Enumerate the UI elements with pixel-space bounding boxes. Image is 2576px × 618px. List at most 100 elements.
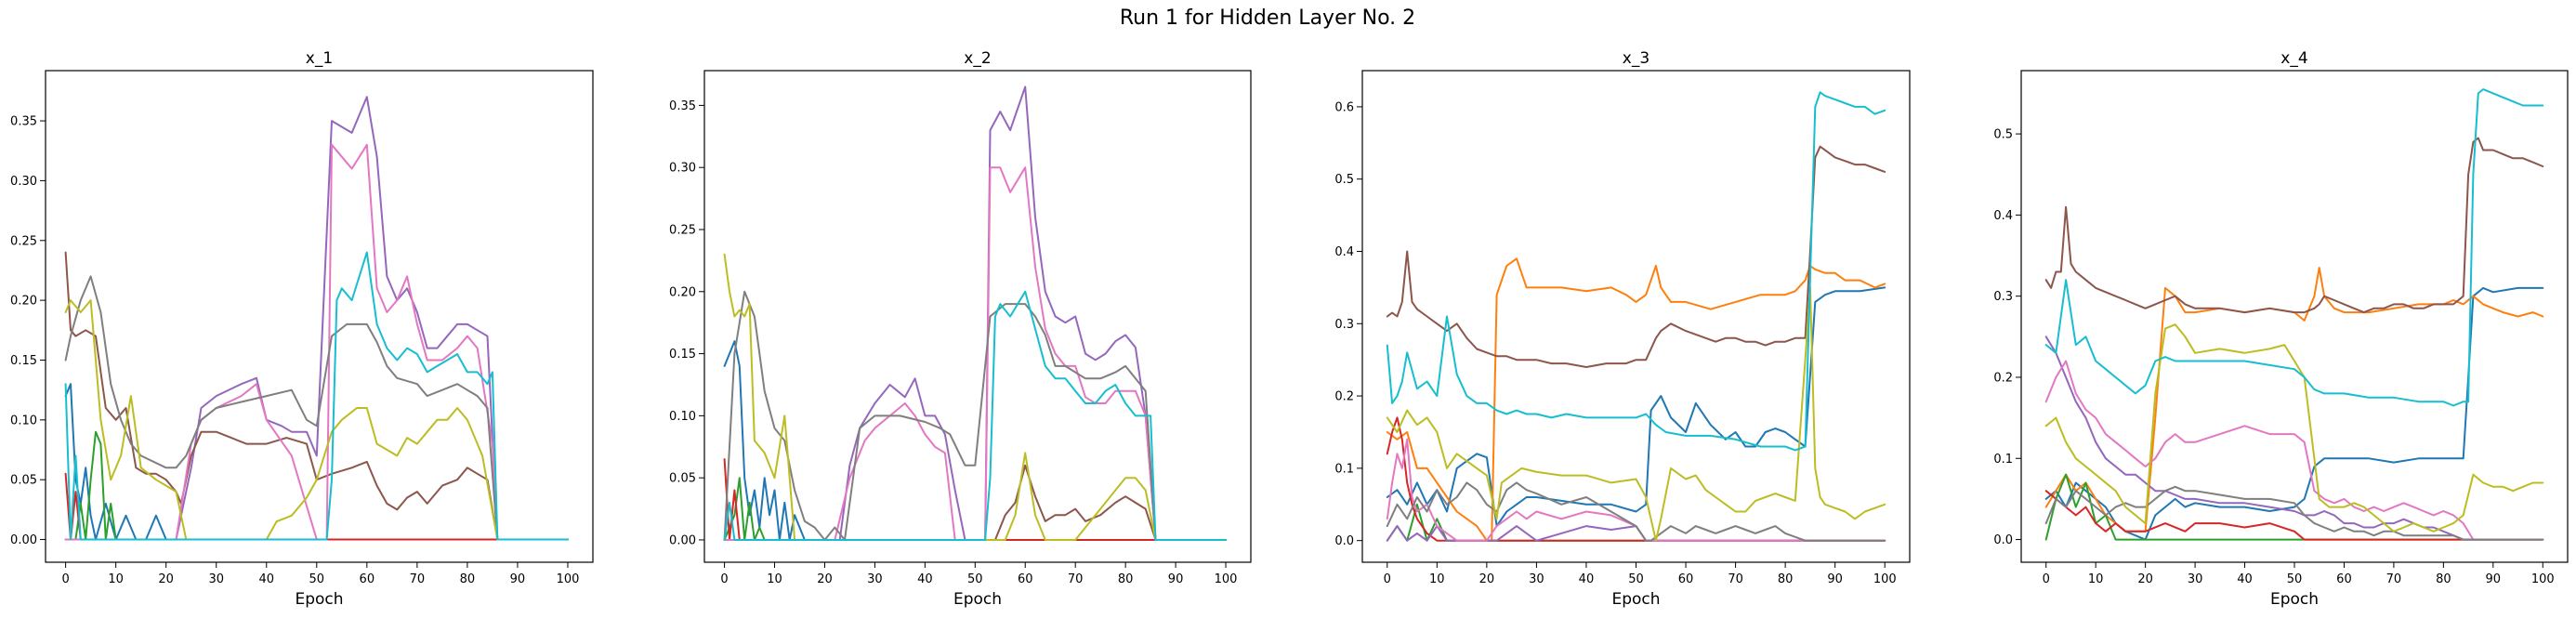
x-tick-label: 80 [460,572,476,586]
y-tick-label: 0.05 [669,472,696,486]
y-tick-label: 0.15 [669,348,696,362]
y-tick-label: 0.25 [10,234,37,248]
axes-frame [703,70,1252,563]
y-tick-label: 0.20 [669,285,696,299]
series-group [64,96,569,541]
x-tick-label: 60 [1018,572,1033,586]
x-tick-label: 30 [2188,572,2203,586]
series-line-9 [723,253,1227,541]
subplot-title: x_1 [306,49,333,68]
x-tick-label: 40 [258,572,274,586]
y-tick-label: 0.20 [10,295,37,309]
y-tick-label: 0.00 [10,533,37,547]
x-tick-label: 80 [2436,572,2451,586]
y-tick-label: 0.1 [1993,453,2013,467]
subplot-title: x_2 [964,49,991,68]
y-tick-label: 0.3 [1334,318,1354,332]
series-line-10 [2044,88,2544,407]
y-tick-label: 0.35 [10,115,37,129]
series-line-7 [1386,438,1886,542]
x-tick-label: 90 [1168,572,1184,586]
series-line-8 [64,275,569,541]
y-tick-label: 0.15 [10,354,37,368]
x-tick-label: 90 [510,572,526,586]
x-axis-label: Epoch [295,590,343,609]
y-tick-label: 0.00 [669,533,696,547]
y-tick-label: 0.0 [1334,534,1354,548]
series-line-7 [2044,360,2544,541]
x-tick-label: 70 [1068,572,1084,586]
series-line-1 [2044,286,2544,541]
x-tick-label: 40 [2237,572,2253,586]
subplot-x3: x_3 Epoch 0 10 20 30 40 50 60 70 80 90 100 0.0 0.1 0.… [1334,49,1911,609]
series-line-4 [2044,490,2544,541]
x-tick-label: 90 [2486,572,2502,586]
x-tick-label: 10 [108,572,124,586]
x-axis-label: Epoch [953,590,1002,609]
subplot-title: x_3 [1623,49,1649,68]
subplot-x1: x_1 Epoch 0 10 20 30 40 50 60 70 80 90 100 0.00 0.05… [10,49,594,609]
x-tick-label: 60 [360,572,375,586]
x-tick-label: 80 [1778,572,1794,586]
series-line-7 [723,166,1227,541]
y-tick-label: 0.05 [10,474,37,488]
y-tick-label: 0.6 [1334,100,1354,114]
x-tick-label: 50 [309,572,325,586]
x-tick-label: 0 [2043,572,2050,586]
x-tick-label: 40 [1579,572,1595,586]
x-tick-label: 10 [767,572,782,586]
x-tick-label: 70 [2386,572,2402,586]
series-line-10 [1386,91,1886,452]
y-tick-label: 0.2 [1993,371,2013,385]
axes-frame [2020,70,2569,563]
x-axis-label: Epoch [1611,590,1660,609]
x-tick-label: 20 [158,572,174,586]
y-tick-label: 0.35 [669,99,696,113]
y-tick-label: 0.10 [10,414,37,427]
x-tick-label: 0 [1384,572,1391,586]
subplot-title: x_4 [2280,49,2307,68]
x-tick-label: 20 [1479,572,1495,586]
series-line-9 [1386,286,1886,542]
x-tick-label: 20 [2137,572,2153,586]
series-line-2 [1386,257,1886,542]
subplot-x4: x_4 Epoch 0 10 20 30 40 50 60 70 80 90 100 0.0 0.1 0.… [1993,49,2569,609]
series-line-6 [2044,137,2544,314]
subplot-x2: x_2 Epoch 0 10 20 30 40 50 60 70 80 90 100 0.00 0.05… [669,49,1252,609]
x-tick-label: 90 [1827,572,1843,586]
series-line-1 [723,340,1227,541]
x-tick-label: 10 [2088,572,2104,586]
axes-frame [1361,70,1911,563]
x-tick-label: 20 [817,572,833,586]
x-tick-label: 60 [1678,572,1694,586]
series-line-8 [1386,481,1886,542]
series-line-9 [2044,323,2544,533]
y-tick-label: 0.1 [1334,462,1354,476]
series-line-8 [723,290,1227,541]
series-line-4 [1386,416,1886,542]
x-tick-label: 0 [61,572,69,586]
series-line-9 [64,299,569,541]
series-line-1 [1386,286,1886,528]
x-tick-label: 70 [410,572,426,586]
series-line-3 [1386,503,1886,542]
x-tick-label: 100 [1873,572,1897,586]
x-tick-label: 40 [917,572,933,586]
y-tick-label: 0.30 [669,162,696,176]
x-tick-label: 100 [557,572,580,586]
series-line-5 [723,85,1227,541]
x-tick-label: 50 [967,572,983,586]
axes-frame [45,70,594,563]
x-axis-label: Epoch [2270,590,2319,609]
x-tick-label: 50 [2287,572,2303,586]
figure-title: Run 1 for Hidden Layer No. 2 [1120,7,1415,30]
y-tick-label: 0.4 [1993,209,2013,223]
y-tick-label: 0.0 [1993,533,2013,547]
series-line-5 [1386,525,1886,542]
x-tick-label: 30 [867,572,883,586]
series-group [1386,91,1886,542]
x-tick-label: 100 [1215,572,1238,586]
y-tick-label: 0.30 [10,175,37,189]
x-tick-label: 70 [1728,572,1743,586]
